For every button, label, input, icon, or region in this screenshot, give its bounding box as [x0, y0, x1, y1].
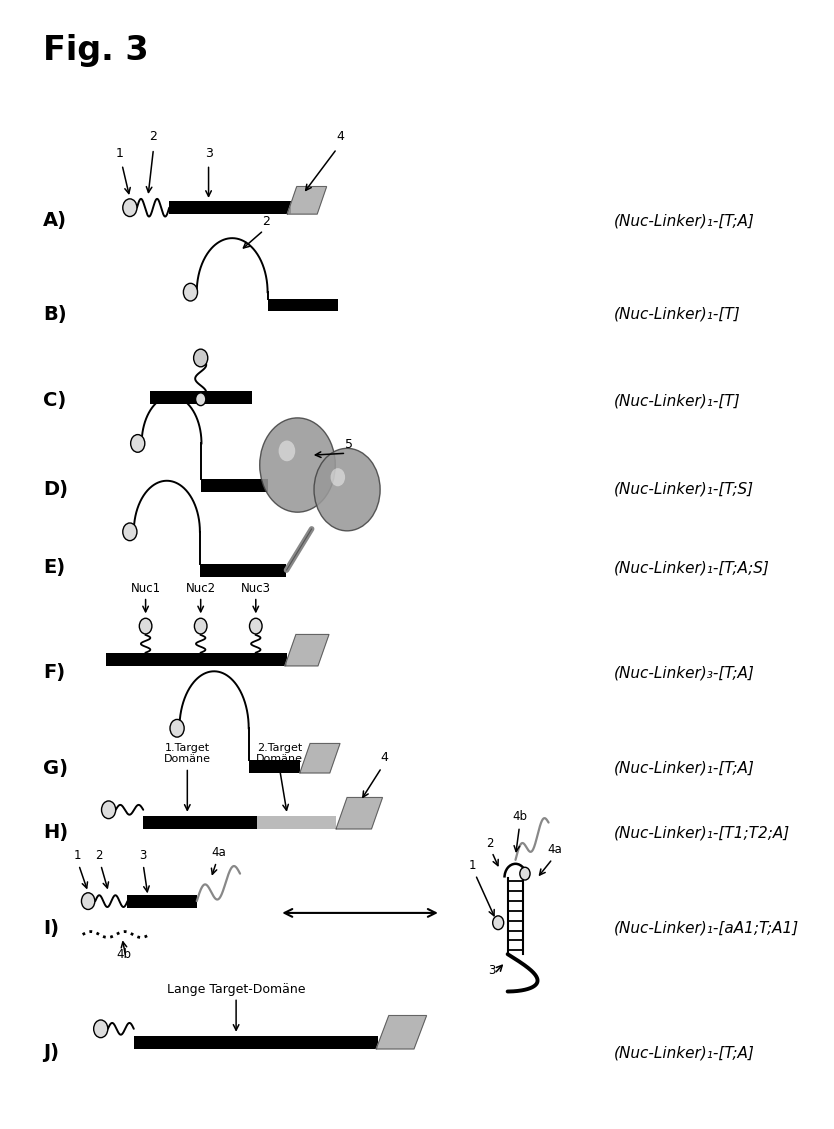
Bar	[200, 564, 286, 577]
Circle shape	[520, 867, 530, 881]
Text: Nuc1: Nuc1	[130, 581, 161, 595]
Text: 3: 3	[204, 147, 213, 160]
Bar	[268, 299, 339, 312]
Circle shape	[170, 719, 184, 737]
Circle shape	[82, 893, 95, 910]
Text: Nuc3: Nuc3	[241, 581, 271, 595]
Circle shape	[131, 435, 145, 453]
Text: (Nuc-Linker)₁-[T;A;S]: (Nuc-Linker)₁-[T;A;S]	[614, 560, 770, 575]
Circle shape	[93, 1019, 108, 1038]
Text: 4a: 4a	[547, 843, 562, 856]
Text: 1: 1	[73, 849, 81, 861]
Circle shape	[123, 523, 137, 541]
Text: 1: 1	[469, 859, 476, 872]
Polygon shape	[376, 1016, 426, 1049]
Circle shape	[330, 469, 345, 487]
Text: (Nuc-Linker)₃-[T;A]: (Nuc-Linker)₃-[T;A]	[614, 665, 755, 680]
Text: (Nuc-Linker)₁-[T1;T2;A]: (Nuc-Linker)₁-[T1;T2;A]	[614, 825, 790, 840]
Text: 4b: 4b	[512, 809, 527, 823]
Text: A): A)	[43, 211, 68, 230]
Bar	[202, 480, 269, 492]
Text: (Nuc-Linker)₁-[T;A]: (Nuc-Linker)₁-[T;A]	[614, 213, 755, 228]
Circle shape	[195, 393, 206, 406]
Bar	[257, 816, 336, 829]
Circle shape	[102, 802, 116, 819]
Polygon shape	[287, 187, 327, 215]
Text: 3: 3	[488, 964, 495, 977]
Text: 4: 4	[380, 751, 388, 764]
Text: 3: 3	[139, 849, 147, 861]
Text: (Nuc-Linker)₁-[T;S]: (Nuc-Linker)₁-[T;S]	[614, 481, 754, 497]
Text: 2: 2	[262, 215, 270, 228]
Circle shape	[259, 418, 335, 513]
Polygon shape	[336, 798, 382, 829]
Text: Lange Target-Domäne: Lange Target-Domäne	[167, 982, 305, 996]
Text: 2: 2	[94, 849, 102, 861]
Circle shape	[249, 619, 262, 634]
Circle shape	[279, 440, 295, 462]
Text: 4: 4	[336, 130, 344, 143]
Text: (Nuc-Linker)₁-[T;A]: (Nuc-Linker)₁-[T;A]	[614, 1045, 755, 1060]
Text: Nuc2: Nuc2	[186, 581, 216, 595]
Text: 2: 2	[149, 130, 158, 143]
Bar	[249, 760, 299, 773]
Text: G): G)	[43, 759, 68, 777]
Bar	[133, 1036, 378, 1049]
Circle shape	[314, 448, 380, 531]
Circle shape	[193, 350, 208, 367]
Text: (Nuc-Linker)₁-[aA1;T;A1]: (Nuc-Linker)₁-[aA1;T;A1]	[614, 920, 799, 935]
Polygon shape	[299, 744, 340, 773]
Text: 5: 5	[345, 438, 354, 450]
Bar	[169, 202, 291, 215]
Text: 4b: 4b	[117, 947, 132, 960]
Text: H): H)	[43, 823, 68, 842]
Text: (Nuc-Linker)₁-[T]: (Nuc-Linker)₁-[T]	[614, 393, 741, 408]
Bar	[149, 392, 252, 404]
Text: (Nuc-Linker)₁-[T;A]: (Nuc-Linker)₁-[T;A]	[614, 760, 755, 776]
Text: E): E)	[43, 558, 65, 577]
Text: 2: 2	[485, 837, 493, 849]
Circle shape	[194, 619, 207, 634]
Text: I): I)	[43, 918, 59, 937]
Circle shape	[183, 283, 198, 301]
Text: 1: 1	[116, 147, 123, 160]
Text: C): C)	[43, 391, 67, 410]
Text: F): F)	[43, 663, 65, 682]
Bar	[106, 654, 287, 666]
Text: Fig. 3: Fig. 3	[43, 34, 148, 68]
Circle shape	[123, 200, 137, 217]
Bar	[128, 895, 197, 908]
Text: 2.Target
Domäne: 2.Target Domäne	[256, 742, 303, 764]
Text: J): J)	[43, 1043, 59, 1062]
Text: 4a: 4a	[211, 846, 226, 859]
Bar	[143, 816, 257, 829]
Text: D): D)	[43, 480, 68, 498]
Polygon shape	[285, 634, 329, 666]
Text: B): B)	[43, 305, 67, 324]
Circle shape	[493, 916, 504, 929]
Circle shape	[139, 619, 152, 634]
Text: 1.Target
Domäne: 1.Target Domäne	[163, 742, 211, 764]
Text: (Nuc-Linker)₁-[T]: (Nuc-Linker)₁-[T]	[614, 307, 741, 322]
